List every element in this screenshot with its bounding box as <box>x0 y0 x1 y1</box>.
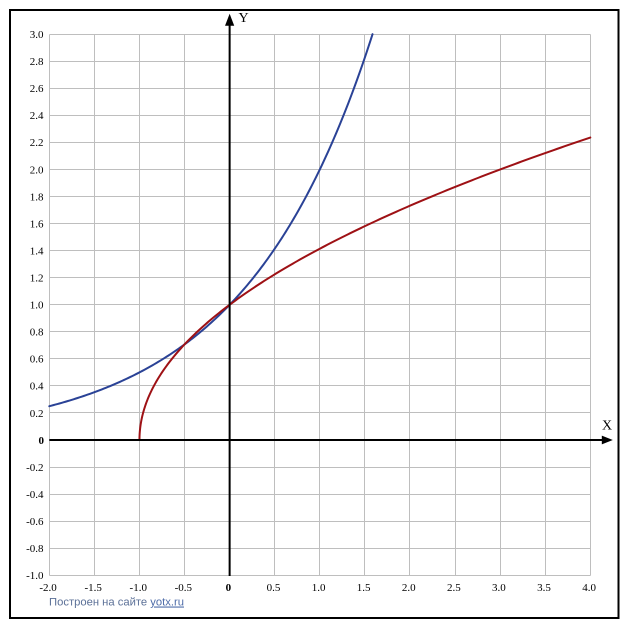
svg-text:0: 0 <box>226 582 232 594</box>
svg-text:-1.0: -1.0 <box>26 570 44 582</box>
svg-text:1.5: 1.5 <box>357 582 371 594</box>
svg-text:3.0: 3.0 <box>492 582 506 594</box>
svg-text:2.5: 2.5 <box>447 582 461 594</box>
svg-text:-0.2: -0.2 <box>26 462 43 474</box>
svg-text:1.2: 1.2 <box>30 273 44 285</box>
svg-text:-0.4: -0.4 <box>26 489 44 501</box>
svg-text:1.4: 1.4 <box>30 245 44 257</box>
svg-text:0.5: 0.5 <box>267 582 281 594</box>
svg-text:1.8: 1.8 <box>30 191 44 203</box>
svg-text:X: X <box>602 418 612 433</box>
svg-text:-2.0: -2.0 <box>39 582 57 594</box>
svg-text:-1.0: -1.0 <box>130 582 148 594</box>
svg-text:0.4: 0.4 <box>30 381 44 393</box>
svg-text:2.8: 2.8 <box>30 56 44 68</box>
svg-text:-0.8: -0.8 <box>26 543 44 555</box>
svg-text:2.2: 2.2 <box>30 137 44 149</box>
svg-text:2.0: 2.0 <box>30 164 44 176</box>
svg-text:2.4: 2.4 <box>30 110 44 122</box>
svg-text:0.6: 0.6 <box>30 354 44 366</box>
svg-text:0.2: 0.2 <box>30 408 44 420</box>
svg-text:4.0: 4.0 <box>582 582 596 594</box>
svg-text:Y: Y <box>238 11 248 26</box>
svg-text:2.0: 2.0 <box>402 582 416 594</box>
svg-text:0: 0 <box>39 435 45 447</box>
svg-text:1.0: 1.0 <box>30 300 44 312</box>
svg-text:2.6: 2.6 <box>30 83 44 95</box>
svg-text:0.8: 0.8 <box>30 327 44 339</box>
svg-text:3.0: 3.0 <box>30 29 44 41</box>
svg-text:-0.5: -0.5 <box>175 582 193 594</box>
svg-text:-0.6: -0.6 <box>26 516 44 528</box>
svg-text:-1.5: -1.5 <box>84 582 102 594</box>
svg-text:3.5: 3.5 <box>537 582 551 594</box>
svg-text:1.0: 1.0 <box>312 582 326 594</box>
svg-text:1.6: 1.6 <box>30 218 44 230</box>
svg-text:Построен на сайте yotx.ru: Построен на сайте yotx.ru <box>49 597 184 609</box>
